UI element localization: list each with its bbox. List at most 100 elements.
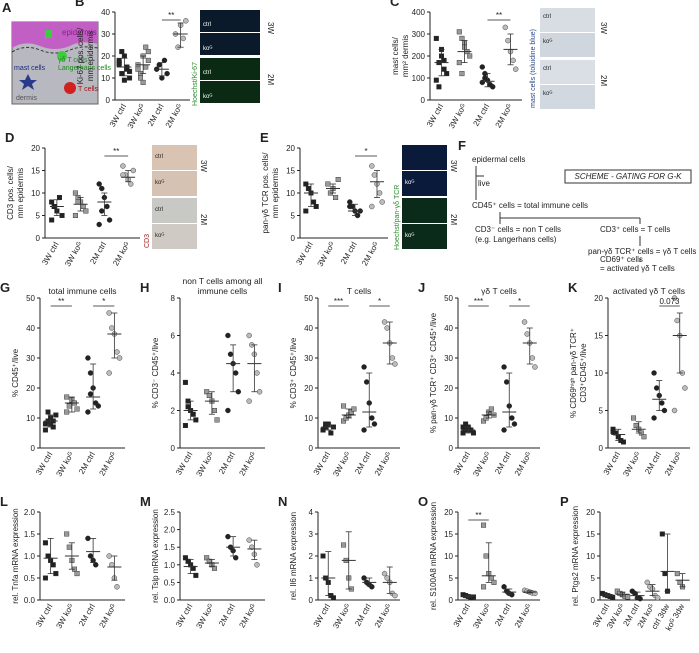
data-point: [96, 221, 102, 228]
y-tick-label: 0: [421, 96, 426, 105]
data-point: [371, 172, 378, 178]
chart-title: non T cells among all: [182, 276, 262, 286]
y-tick-label: 15: [594, 332, 603, 341]
x-tick-label: 2M koᴳ: [494, 102, 515, 129]
data-point: [138, 75, 144, 81]
x-tick-label: 3W ctrl: [452, 450, 472, 476]
data-point: [235, 389, 242, 395]
data-point: [511, 421, 518, 427]
data-point: [143, 44, 149, 50]
y-tick-label: 1.0: [24, 552, 36, 561]
data-point: [225, 533, 231, 540]
data-point: [637, 595, 643, 602]
data-point: [674, 571, 680, 577]
y-tick-label: 15: [586, 530, 595, 539]
data-point: [42, 575, 48, 581]
y-axis-label: mm² dermis: [401, 35, 410, 77]
y-tick-label: 5: [591, 574, 596, 583]
y-tick-label: 0.5: [164, 578, 176, 587]
image-label: ctrl: [203, 22, 211, 28]
data-point: [610, 594, 616, 600]
scheme-node: live: [478, 179, 491, 188]
x-tick-label: 2M ctrl: [493, 450, 513, 475]
y-tick-label: 0: [171, 444, 176, 453]
data-point: [156, 62, 162, 68]
x-tick-label: 2M koᴳ: [97, 450, 118, 477]
scheme-node: CD3⁺ cells = T cells: [600, 225, 670, 234]
y-tick-label: 100: [412, 74, 426, 83]
y-tick-label: 2.5: [164, 508, 176, 517]
data-point: [120, 163, 126, 169]
panel-letter: G: [0, 280, 10, 295]
data-point: [143, 64, 149, 70]
panel-letter: F: [458, 138, 466, 153]
data-point: [303, 181, 309, 187]
chart-title: T cells: [347, 286, 371, 296]
data-point: [671, 295, 678, 301]
data-point: [488, 575, 494, 581]
data-point: [510, 57, 516, 64]
data-point: [653, 385, 660, 391]
image-side-label: Hoechst/pan-γδ TCR: [394, 185, 401, 250]
data-point: [529, 355, 536, 361]
data-point: [85, 409, 91, 415]
data-point: [490, 84, 496, 90]
y-tick-label: 5: [36, 212, 41, 221]
t-cell: [64, 82, 76, 94]
data-point: [49, 199, 55, 205]
data-point: [459, 71, 465, 77]
x-tick-label: 3W koᴳ: [621, 450, 642, 478]
y-axis-label: % CD3⁻ CD45⁺/live: [151, 337, 160, 408]
y-axis-label: mast cells/: [391, 36, 400, 75]
data-point: [381, 319, 388, 325]
panel-letter: A: [2, 0, 12, 15]
x-tick-label: 2M ctrl: [217, 450, 237, 475]
y-tick-label: 20: [31, 144, 40, 153]
data-point: [532, 364, 538, 370]
x-tick-label: 3W koᴳ: [316, 240, 337, 268]
data-point: [441, 66, 447, 72]
data-point: [56, 194, 62, 200]
y-axis-label: CD3⁺CD45⁺/live: [579, 343, 588, 403]
data-point: [128, 181, 134, 187]
label: Langerhans cells: [58, 65, 111, 72]
x-tick-label: 3W koᴳ: [471, 450, 492, 478]
y-tick-label: 10: [286, 189, 295, 198]
image-label: 3W: [599, 22, 608, 34]
data-point: [491, 579, 497, 585]
chart-title: γδ T cells: [481, 286, 517, 296]
y-tick-label: 5: [291, 212, 296, 221]
data-point: [80, 203, 86, 209]
data-point: [182, 555, 188, 561]
data-point: [106, 370, 112, 376]
y-tick-label: 50: [304, 294, 313, 303]
panel-letter: H: [140, 280, 149, 295]
y-tick-label: 0: [31, 444, 36, 453]
data-point: [351, 406, 357, 412]
y-tick-label: 8: [171, 294, 176, 303]
x-tick-label: 3W koᴳ: [63, 240, 84, 268]
data-point: [631, 415, 637, 421]
data-point: [651, 370, 657, 376]
significance-label: **: [113, 147, 119, 156]
x-tick-label: 3W ctrl: [174, 602, 194, 628]
data-point: [135, 66, 141, 72]
data-point: [119, 49, 125, 55]
y-axis-label: rel. Il6 mRNA expression: [289, 512, 298, 600]
y-tick-label: 40: [444, 324, 453, 333]
data-point: [433, 35, 439, 41]
data-point: [509, 415, 515, 421]
data-point: [49, 217, 55, 223]
data-point: [361, 364, 367, 370]
x-tick-label: 2M ctrl: [217, 602, 237, 627]
y-tick-label: 10: [444, 552, 453, 561]
data-point: [45, 409, 51, 415]
panel-letter: I: [278, 280, 282, 295]
image-c: ctrl koᴳ ctrl koᴳ 3W 2M mast cells (tolu…: [530, 8, 608, 109]
data-point: [655, 595, 661, 601]
data-point: [620, 439, 626, 445]
data-point: [502, 24, 508, 31]
y-tick-label: 0: [599, 444, 604, 453]
data-point: [325, 181, 331, 187]
